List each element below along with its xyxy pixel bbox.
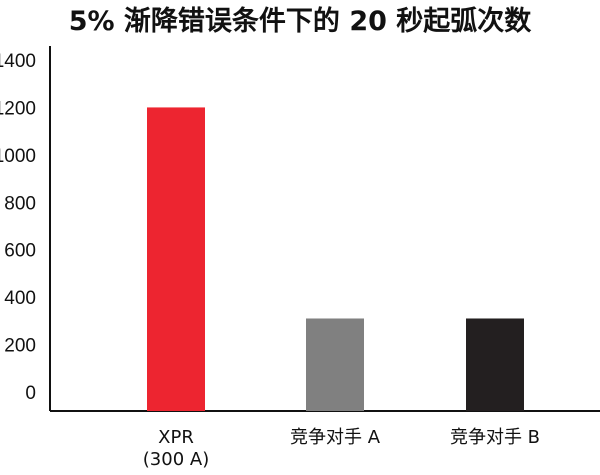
- x-category-label: 竞争对手 A: [290, 427, 381, 448]
- bar: [306, 318, 364, 411]
- x-category-label: XPR: [158, 427, 194, 448]
- labels-layer: XPR(300 A) 竞争对手 A 竞争对手 B: [143, 427, 540, 470]
- y-tick-label: 400: [4, 288, 36, 309]
- y-tick-label: 800: [4, 193, 36, 214]
- y-tick-label: 600: [4, 241, 36, 262]
- x-category-label: (300 A): [143, 449, 209, 470]
- chart-title: 5% 渐降错误条件下的 20 秒起弧次数: [69, 5, 533, 37]
- x-category-label: 竞争对手 B: [450, 427, 540, 448]
- y-tick-label: 0: [25, 383, 36, 404]
- bar: [147, 107, 205, 411]
- bars-layer: [147, 107, 524, 411]
- y-tick-label: 1200: [0, 98, 36, 119]
- y-tick-label: 1400: [0, 51, 36, 72]
- bar: [466, 318, 524, 411]
- axis-layer: 0 200 400 600 800 1000 1200 1400: [0, 46, 600, 412]
- y-tick-label: 200: [4, 336, 36, 357]
- y-tick-label: 1000: [0, 146, 36, 167]
